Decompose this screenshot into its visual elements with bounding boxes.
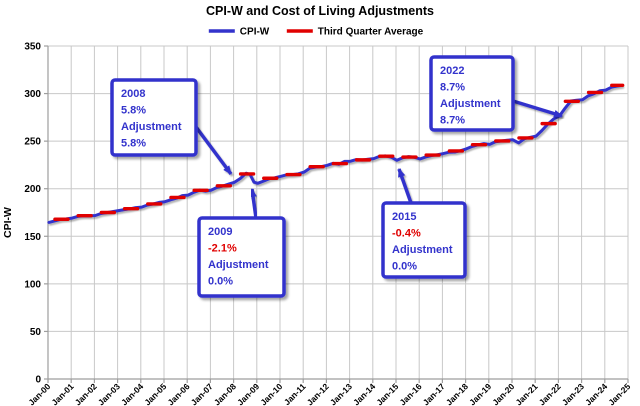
x-tick-label: Jan-23 [560,381,586,406]
y-tick-label: 200 [24,184,41,195]
y-axis-labels: 0 50 100 150 200 250 300 350 [24,42,41,386]
y-axis-title: CPI-W [2,207,14,238]
annotation-cola-2008: 2008 5.8% Adjustment 5.8% [110,78,233,176]
x-tick-label: Jan-08 [212,381,238,406]
x-tick-label: Jan-14 [351,381,377,406]
y-tick-label: 150 [24,232,41,243]
annotation-box [110,78,198,157]
x-tick-label: Jan-07 [189,381,215,406]
x-tick-label: Jan-11 [282,381,308,406]
x-tick-label: Jan-20 [490,381,516,406]
legend-label-third-quarter-average: Third Quarter Average [318,27,424,38]
annotation-text-line: 0.0% [392,261,417,273]
annotation-text-line: 2015 [392,211,416,223]
annotation-box [381,201,467,279]
x-tick-label: Jan-13 [328,381,354,406]
annotation-text-line: Adjustment [121,121,182,133]
annotation-text-line: 5.8% [121,105,146,117]
x-tick-label: Jan-18 [444,381,470,406]
x-tick-label: Jan-05 [142,381,168,406]
third-quarter-average-segments [53,83,625,221]
x-axis-labels: Jan-00Jan-01Jan-02Jan-03Jan-04Jan-05Jan-… [26,381,632,406]
annotation-text-line: 8.7% [440,82,465,94]
annotation-text-line: 5.8% [121,138,146,150]
x-tick-label: Jan-21 [513,381,539,406]
x-tick-label: Jan-06 [165,381,191,406]
y-tick-label: 350 [24,42,41,53]
legend: CPI-W Third Quarter Average [208,27,424,38]
y-tick-label: 100 [24,279,41,290]
annotation-text-line: -0.4% [392,228,421,240]
y-tick-label: 50 [30,327,42,338]
annotation-cola-2015: 2015 -0.4% Adjustment 0.0% [381,168,467,279]
annotation-arrow [512,99,563,118]
annotation-text-line: 2022 [440,65,464,77]
legend-label-cpi-w: CPI-W [240,27,270,38]
y-tick-label: 250 [24,137,41,148]
annotation-arrow [397,168,413,204]
x-tick-label: Jan-16 [397,381,423,406]
annotation-arrow [249,188,258,219]
x-tick-label: Jan-02 [73,381,99,406]
x-tick-label: Jan-09 [235,381,261,406]
x-tick-label: Jan-04 [119,381,145,406]
x-tick-label: Jan-12 [305,381,331,406]
x-tick-label: Jan-22 [537,381,563,406]
annotation-box [429,55,515,132]
annotation-cola-2022: 2022 8.7% Adjustment 8.7% [429,55,563,132]
axes [44,45,629,383]
annotation-box [197,216,286,298]
x-tick-label: Jan-03 [96,381,122,406]
annotation-text-line: 2008 [121,88,145,100]
annotation-arrow [194,125,233,176]
annotation-cola-2009: 2009 -2.1% Adjustment 0.0% [197,188,286,298]
x-tick-label: Jan-01 [49,381,75,406]
annotation-text-line: Adjustment [392,244,453,256]
x-tick-label: Jan-24 [583,381,609,406]
annotation-text-line: -2.1% [208,243,237,255]
annotation-text-line: Adjustment [208,259,269,271]
x-tick-label: Jan-19 [467,381,493,406]
x-tick-label: Jan-25 [606,381,632,406]
y-tick-label: 300 [24,89,41,100]
annotation-text-line: 8.7% [440,115,465,127]
annotation-text-line: Adjustment [440,98,501,110]
x-tick-label: Jan-15 [374,381,400,406]
x-tick-label: Jan-10 [258,381,284,406]
annotation-text-line: 0.0% [208,276,233,288]
y-tick-label: 0 [35,375,41,386]
annotation-text-line: 2009 [208,226,232,238]
chart-title: CPI-W and Cost of Living Adjustments [206,4,434,18]
x-tick-label: Jan-17 [421,381,447,406]
